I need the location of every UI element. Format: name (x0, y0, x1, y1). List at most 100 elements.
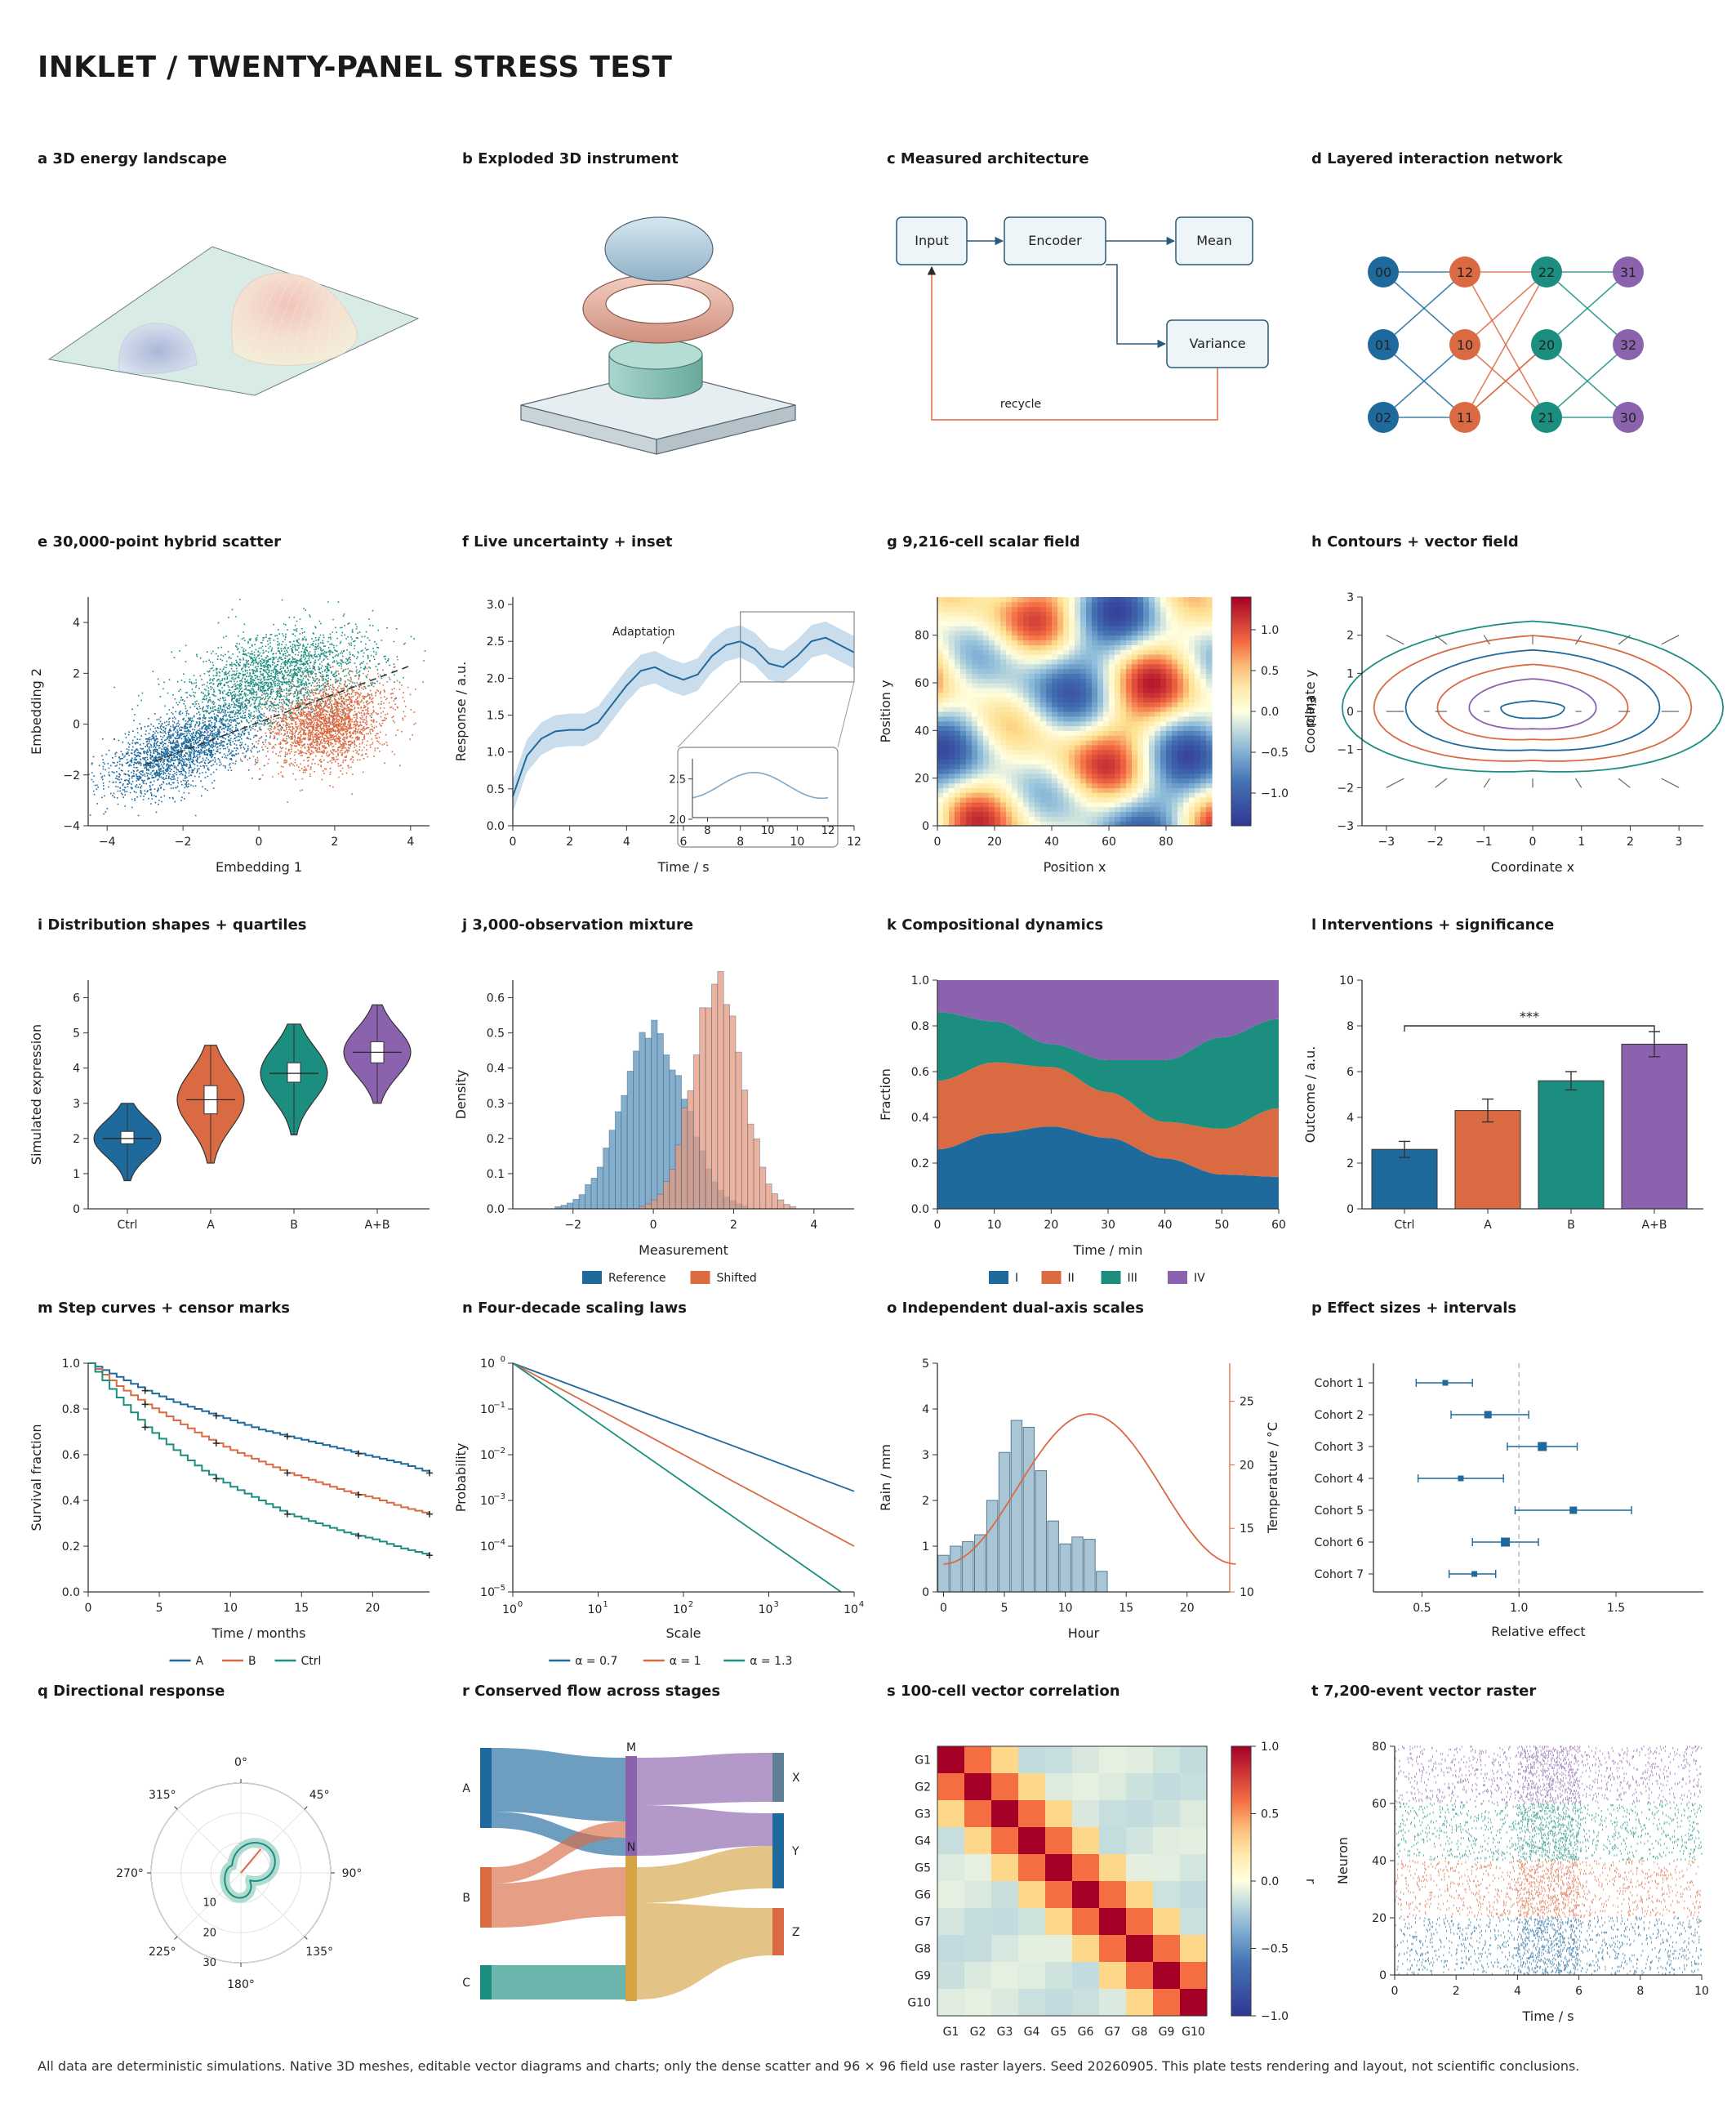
sankey-flow (637, 1753, 772, 1805)
field-cell (1103, 707, 1110, 712)
field-cell (1143, 725, 1150, 731)
legend-label: Reference (608, 1272, 666, 1285)
field-cell (1183, 764, 1190, 769)
y-tick-label: 0 (922, 820, 929, 833)
field-cell (1166, 663, 1173, 670)
field-cell (1035, 621, 1041, 626)
panel-title: g 9,216-cell scalar field (887, 533, 1080, 551)
field-cell (1092, 606, 1098, 613)
field-cell (1149, 759, 1155, 765)
field-cell (1183, 801, 1190, 808)
field-cell (1035, 740, 1041, 746)
field-cell (1006, 811, 1013, 817)
field-cell (1166, 821, 1173, 827)
field-cell (1006, 735, 1013, 741)
field-cell (1086, 782, 1093, 788)
zoom-connector (837, 681, 855, 748)
field-cell (1017, 764, 1024, 769)
field-cell (1057, 606, 1064, 613)
field-cell (1029, 821, 1035, 827)
field-cell (1183, 673, 1190, 679)
field-cell (1177, 821, 1184, 827)
field-cell (995, 797, 1001, 803)
field-cell (1120, 687, 1127, 693)
inset-x-tick-label: 8 (704, 825, 710, 837)
field-cell (1012, 711, 1018, 717)
field-cell (1189, 769, 1195, 774)
field-cell (1177, 764, 1184, 769)
field-cell (1200, 616, 1207, 622)
field-cell (1063, 606, 1070, 613)
histogram-bar-Shifted (692, 1054, 701, 1210)
field-cell (1012, 764, 1018, 769)
field-cell (995, 683, 1001, 689)
field-cell (1143, 707, 1150, 712)
field-cell (1132, 626, 1138, 631)
edge-recycle (927, 265, 1218, 421)
field-cell (972, 611, 978, 617)
field-cell (1195, 601, 1201, 608)
field-cell (1080, 778, 1087, 784)
field-cell (1172, 649, 1178, 655)
field-cell (1017, 630, 1024, 636)
field-cell (1000, 754, 1007, 760)
angle-label: 45° (309, 1789, 330, 1802)
colorbar (1231, 1745, 1252, 2017)
y-tick-label: 0.2 (487, 1133, 505, 1146)
field-cell (960, 616, 967, 622)
field-cell (1189, 778, 1195, 784)
field-cell (995, 801, 1001, 808)
field-cell (1120, 797, 1127, 803)
uncertainty-band (513, 621, 854, 813)
field-cell (1057, 769, 1064, 774)
field-cell (1097, 621, 1104, 626)
field-cell (1160, 797, 1167, 803)
legend-swatch (690, 1271, 710, 1284)
field-cell (977, 787, 984, 793)
field-cell (966, 611, 973, 617)
plate-title: INKLET / TWENTY-PANEL STRESS TEST (38, 51, 673, 84)
field-cell (1046, 663, 1053, 670)
field-cell (1023, 744, 1030, 751)
column-label: G6 (1078, 2026, 1094, 2039)
field-cell (1132, 697, 1138, 702)
y-tick-label: 4 (922, 1403, 929, 1416)
contour-level (1373, 635, 1693, 762)
field-cell (1172, 735, 1178, 741)
x-tick-label: 0 (934, 836, 941, 849)
field-cell (983, 683, 990, 689)
correlation-cell (1099, 1962, 1126, 1989)
field-cell (1057, 611, 1064, 617)
y-tick-label: 3 (73, 1098, 80, 1111)
field-cell (1103, 759, 1110, 765)
field-cell (1092, 658, 1098, 665)
field-cell (955, 606, 961, 613)
field-cell (1177, 635, 1184, 641)
field-cell (1035, 720, 1041, 727)
field-cell (977, 759, 984, 765)
field-cell (1092, 716, 1098, 722)
field-cell (1109, 673, 1115, 679)
field-cell (1069, 749, 1075, 756)
field-cell (1115, 725, 1121, 731)
field-cell (1069, 658, 1075, 665)
field-cell (972, 792, 978, 798)
y-tick-label: 10 (480, 1403, 495, 1416)
field-cell (1075, 597, 1081, 603)
field-cell (1029, 630, 1035, 636)
field-cell (1046, 658, 1053, 665)
field-cell (1052, 806, 1058, 813)
field-cell (1057, 787, 1064, 793)
field-cell (1086, 759, 1093, 765)
field-cell (955, 711, 961, 717)
field-cell (972, 711, 978, 717)
field-cell (1149, 630, 1155, 636)
field-cell (1149, 797, 1155, 803)
field-cell (1126, 644, 1133, 650)
field-cell (1137, 597, 1144, 603)
field-cell (1166, 782, 1173, 788)
histogram-bar-Shifted (735, 1051, 742, 1210)
field-cell (960, 673, 967, 679)
field-cell (1035, 697, 1041, 702)
field-cell (972, 654, 978, 660)
